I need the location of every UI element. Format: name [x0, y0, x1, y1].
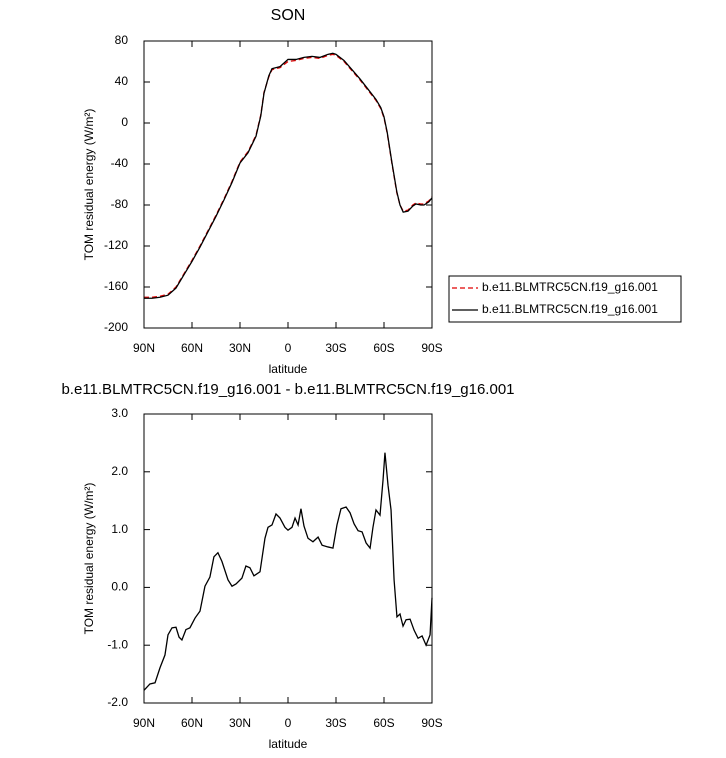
y-tick-label: 0 [121, 115, 128, 129]
data-line [144, 53, 433, 298]
plot-frame [143, 40, 433, 329]
x-tick-label: 90N [133, 716, 155, 730]
x-tick-label: 30S [325, 716, 346, 730]
y-tick-label: 3.0 [111, 406, 128, 420]
y-tick-label: 0.0 [111, 580, 128, 594]
y-tick-label: -200 [104, 320, 128, 334]
y-tick-label: 80 [115, 33, 129, 47]
x-tick-label: 90S [421, 341, 442, 355]
chart-title: SON [271, 7, 306, 24]
x-tick-label: 60S [373, 341, 394, 355]
x-tick-label: 60S [373, 716, 394, 730]
plot-frame [143, 413, 433, 704]
x-tick-label: 90S [421, 716, 442, 730]
x-tick-label: 30S [325, 341, 346, 355]
y-tick-label: 2.0 [111, 464, 128, 478]
y-tick-label: -80 [111, 197, 129, 211]
x-tick-label: 60N [181, 341, 203, 355]
y-tick-label: 1.0 [111, 522, 128, 536]
x-tick-label: 0 [285, 716, 292, 730]
y-tick-label: -40 [111, 156, 129, 170]
x-tick-label: 60N [181, 716, 203, 730]
y-axis-label: TOM residual energy (W/m²) [82, 483, 96, 635]
x-tick-label: 0 [285, 341, 292, 355]
x-tick-label: 30N [229, 341, 251, 355]
x-axis-label: latitude [269, 362, 308, 376]
y-tick-label: -120 [104, 238, 128, 252]
data-line [143, 452, 433, 691]
data-line [144, 52, 433, 299]
y-axis-label: TOM residual energy (W/m²) [82, 109, 96, 261]
y-tick-label: -160 [104, 279, 128, 293]
y-tick-label: -2.0 [107, 695, 128, 709]
y-tick-label: -1.0 [107, 637, 128, 651]
legend-label: b.e11.BLMTRC5CN.f19_g16.001 [482, 280, 658, 294]
x-tick-label: 30N [229, 716, 251, 730]
legend-label: b.e11.BLMTRC5CN.f19_g16.001 [482, 302, 658, 316]
legend-box [448, 275, 682, 323]
chart-title: b.e11.BLMTRC5CN.f19_g16.001 - b.e11.BLMT… [61, 381, 514, 398]
x-axis-label: latitude [269, 737, 308, 751]
y-tick-label: 40 [115, 74, 129, 88]
x-tick-label: 90N [133, 341, 155, 355]
